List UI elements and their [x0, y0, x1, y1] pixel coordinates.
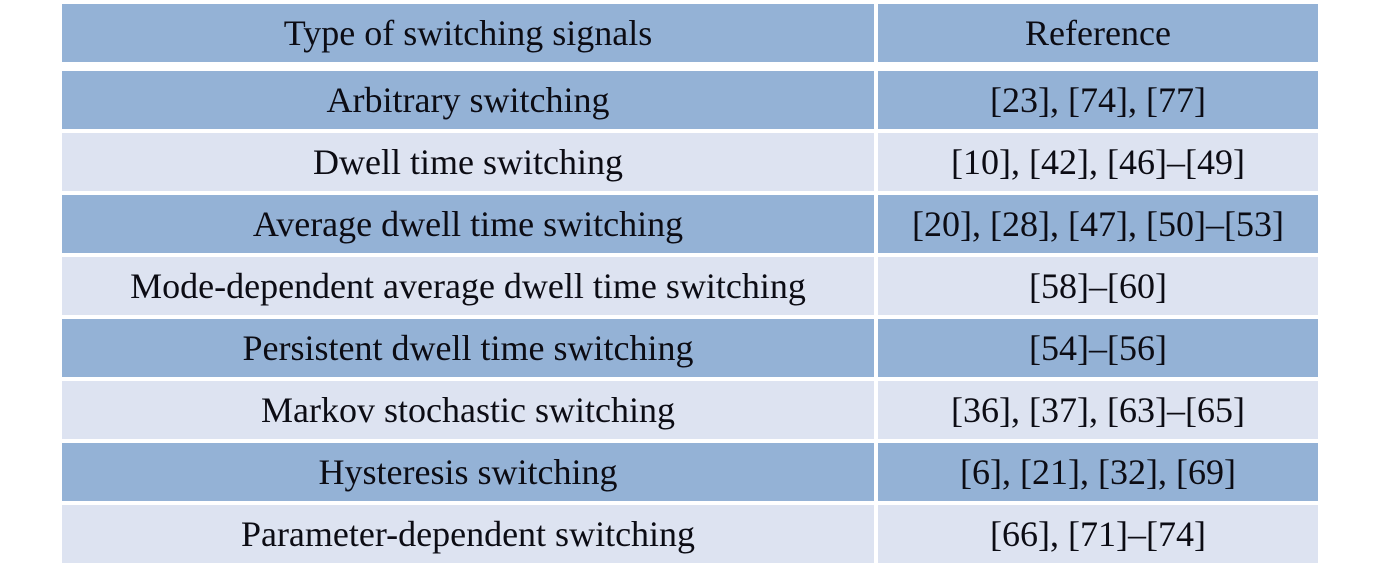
cell-switching-type: Dwell time switching: [62, 133, 874, 191]
cell-switching-type: Mode-dependent average dwell time switch…: [62, 257, 874, 315]
table-row: Markov stochastic switching [36], [37], …: [62, 381, 1318, 439]
cell-switching-type: Arbitrary switching: [62, 71, 874, 129]
cell-switching-type: Average dwell time switching: [62, 195, 874, 253]
cell-reference: [54]–[56]: [878, 319, 1318, 377]
cell-switching-type: Persistent dwell time switching: [62, 319, 874, 377]
table-row: Average dwell time switching [20], [28],…: [62, 195, 1318, 253]
table-row: Hysteresis switching [6], [21], [32], [6…: [62, 443, 1318, 501]
cell-reference: [58]–[60]: [878, 257, 1318, 315]
cell-reference: [10], [42], [46]–[49]: [878, 133, 1318, 191]
table-row: Persistent dwell time switching [54]–[56…: [62, 319, 1318, 377]
cell-reference: [20], [28], [47], [50]–[53]: [878, 195, 1318, 253]
cell-switching-type: Hysteresis switching: [62, 443, 874, 501]
cell-switching-type: Parameter-dependent switching: [62, 505, 874, 563]
switching-signals-table: Type of switching signals Reference Arbi…: [58, 0, 1322, 567]
cell-reference: [6], [21], [32], [69]: [878, 443, 1318, 501]
cell-reference: [36], [37], [63]–[65]: [878, 381, 1318, 439]
column-header-type: Type of switching signals: [62, 4, 874, 67]
cell-switching-type: Markov stochastic switching: [62, 381, 874, 439]
cell-reference: [23], [74], [77]: [878, 71, 1318, 129]
table-row: Dwell time switching [10], [42], [46]–[4…: [62, 133, 1318, 191]
cell-reference: [66], [71]–[74]: [878, 505, 1318, 563]
table-row: Parameter-dependent switching [66], [71]…: [62, 505, 1318, 563]
table-header-row: Type of switching signals Reference: [62, 4, 1318, 67]
table-row: Arbitrary switching [23], [74], [77]: [62, 71, 1318, 129]
table-row: Mode-dependent average dwell time switch…: [62, 257, 1318, 315]
column-header-reference: Reference: [878, 4, 1318, 67]
